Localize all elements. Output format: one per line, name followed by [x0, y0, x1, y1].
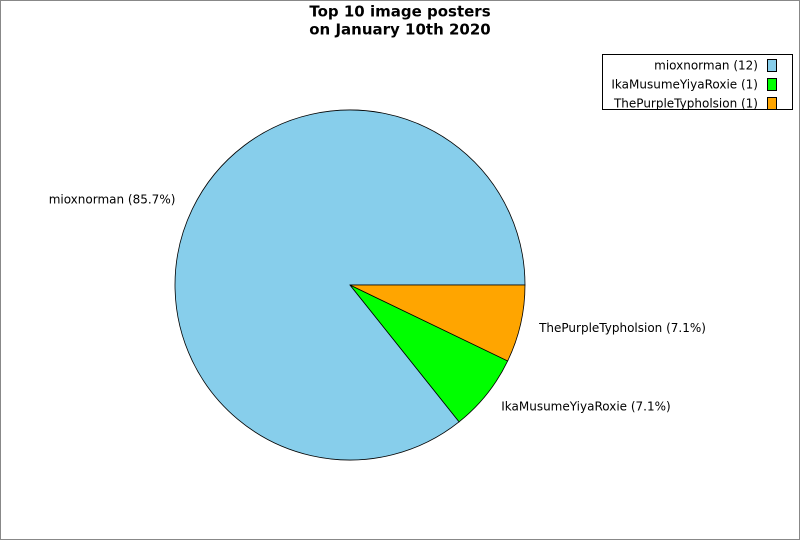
- legend-swatch: [767, 78, 777, 91]
- legend-swatch: [767, 59, 777, 72]
- pie-slice: [349, 284, 526, 362]
- slice-label: IkaMusumeYiyaRoxie (7.1%): [501, 400, 670, 414]
- slice-label: mioxnorman (85.7%): [49, 192, 176, 206]
- legend-label: mioxnorman (12): [654, 59, 758, 73]
- chart-title: Top 10 image posters: [309, 3, 490, 21]
- legend-box: [602, 54, 793, 110]
- legend-label: IkaMusumeYiyaRoxie (1): [611, 78, 758, 92]
- slice-label: ThePurpleTypholsion (7.1%): [538, 321, 706, 335]
- legend-swatch: [767, 97, 777, 110]
- chart-title: on January 10th 2020: [309, 21, 490, 39]
- legend-label: ThePurpleTypholsion (1): [613, 97, 758, 111]
